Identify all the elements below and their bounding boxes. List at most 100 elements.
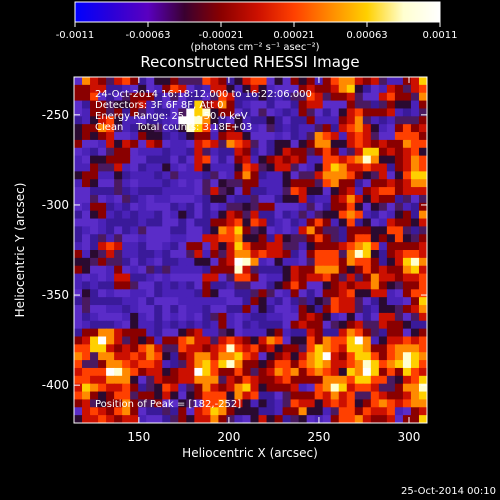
heatmap-cell — [74, 399, 83, 408]
heatmap-cell — [154, 202, 163, 212]
heatmap-cell — [154, 297, 163, 306]
heatmap-cell — [362, 273, 372, 283]
heatmap-cell — [90, 328, 99, 338]
heatmap-cell — [114, 124, 123, 133]
heatmap-cell — [370, 132, 380, 141]
heatmap-cell — [402, 163, 412, 172]
heatmap-cell — [298, 375, 308, 385]
heatmap-cell — [122, 92, 131, 102]
heatmap-cell — [186, 250, 195, 259]
heatmap-cell — [162, 108, 171, 117]
heatmap-cell — [210, 187, 220, 196]
heatmap-cell — [338, 273, 348, 283]
heatmap-cell — [274, 352, 284, 361]
heatmap-cell — [202, 273, 211, 283]
heatmap-cell — [338, 328, 348, 338]
heatmap-cell — [234, 297, 244, 306]
heatmap-cell — [274, 171, 284, 180]
heatmap-cell — [210, 124, 220, 133]
heatmap-cell — [154, 124, 163, 133]
heatmap-cell — [146, 155, 155, 165]
heatmap-cell — [290, 218, 300, 228]
heatmap-cell — [338, 100, 348, 110]
heatmap-cell — [210, 84, 220, 94]
heatmap-cell — [338, 155, 348, 165]
heatmap-cell — [298, 273, 308, 283]
heatmap-cell — [418, 187, 427, 196]
heatmap-cell — [90, 163, 99, 172]
heatmap-cell — [266, 242, 276, 251]
heatmap-cell — [186, 116, 195, 125]
heatmap-cell — [322, 281, 332, 290]
heatmap-cell — [234, 257, 244, 267]
heatmap-cell — [410, 147, 420, 157]
heatmap-cell — [194, 100, 203, 110]
heatmap-cell — [250, 336, 260, 345]
heatmap-cell — [378, 328, 388, 338]
heatmap-cell — [154, 116, 163, 125]
heatmap-cell — [82, 92, 91, 102]
heatmap-cell — [234, 147, 244, 157]
heatmap-cell — [274, 234, 284, 243]
heatmap-cell — [282, 328, 292, 338]
heatmap-cell — [74, 100, 83, 110]
heatmap-cell — [410, 179, 420, 188]
heatmap-cell — [146, 328, 155, 338]
heatmap-cell — [74, 328, 83, 338]
heatmap-cell — [82, 124, 91, 133]
heatmap-cell — [250, 108, 260, 117]
heatmap-cell — [242, 305, 252, 314]
heatmap-cell — [394, 179, 404, 188]
heatmap-cell — [210, 218, 220, 228]
heatmap-cell — [338, 210, 348, 220]
heatmap-cell — [290, 234, 300, 243]
heatmap-cell — [122, 242, 131, 251]
heatmap-cell — [74, 344, 83, 353]
heatmap-cell — [394, 226, 404, 235]
heatmap-cell — [170, 194, 179, 204]
heatmap-cell — [170, 108, 179, 117]
heatmap-cell — [266, 289, 276, 298]
heatmap-cell — [298, 250, 308, 259]
heatmap-cell — [354, 415, 364, 423]
heatmap-cell — [234, 273, 244, 283]
heatmap-cell — [306, 108, 316, 117]
heatmap-cell — [290, 344, 300, 353]
heatmap-cell — [202, 179, 211, 188]
heatmap-cell — [234, 202, 244, 212]
heatmap-cell — [194, 415, 203, 423]
heatmap-cell — [186, 100, 195, 110]
heatmap-cell — [394, 84, 404, 94]
heatmap-cell — [218, 171, 228, 180]
heatmap-cell — [330, 108, 340, 117]
heatmap-cell — [322, 179, 332, 188]
heatmap-cell — [178, 139, 187, 149]
heatmap-cell — [146, 375, 155, 385]
heatmap-cell — [410, 100, 420, 110]
heatmap-cell — [186, 328, 195, 338]
heatmap-cell — [130, 399, 139, 408]
heatmap-cell — [162, 242, 171, 251]
heatmap-cell — [258, 77, 268, 86]
heatmap-cell — [146, 297, 155, 306]
heatmap-cell — [402, 281, 412, 290]
heatmap-cell — [242, 367, 252, 377]
heatmap-cell — [210, 108, 220, 117]
heatmap-cell — [218, 147, 228, 157]
heatmap-cell — [130, 194, 139, 204]
heatmap-cell — [106, 163, 115, 172]
heatmap-cell — [170, 179, 179, 188]
heatmap-cell — [162, 179, 171, 188]
heatmap-cell — [202, 407, 211, 416]
heatmap-cell — [370, 194, 380, 204]
heatmap-cell — [314, 100, 324, 110]
heatmap-cell — [362, 171, 372, 180]
heatmap-cell — [258, 202, 268, 212]
heatmap-cell — [402, 100, 412, 110]
heatmap-cell — [306, 289, 316, 298]
heatmap-cell — [354, 383, 364, 393]
heatmap-cell — [354, 328, 364, 338]
heatmap-cell — [362, 218, 372, 228]
heatmap-cell — [178, 234, 187, 243]
heatmap-cell — [242, 281, 252, 290]
